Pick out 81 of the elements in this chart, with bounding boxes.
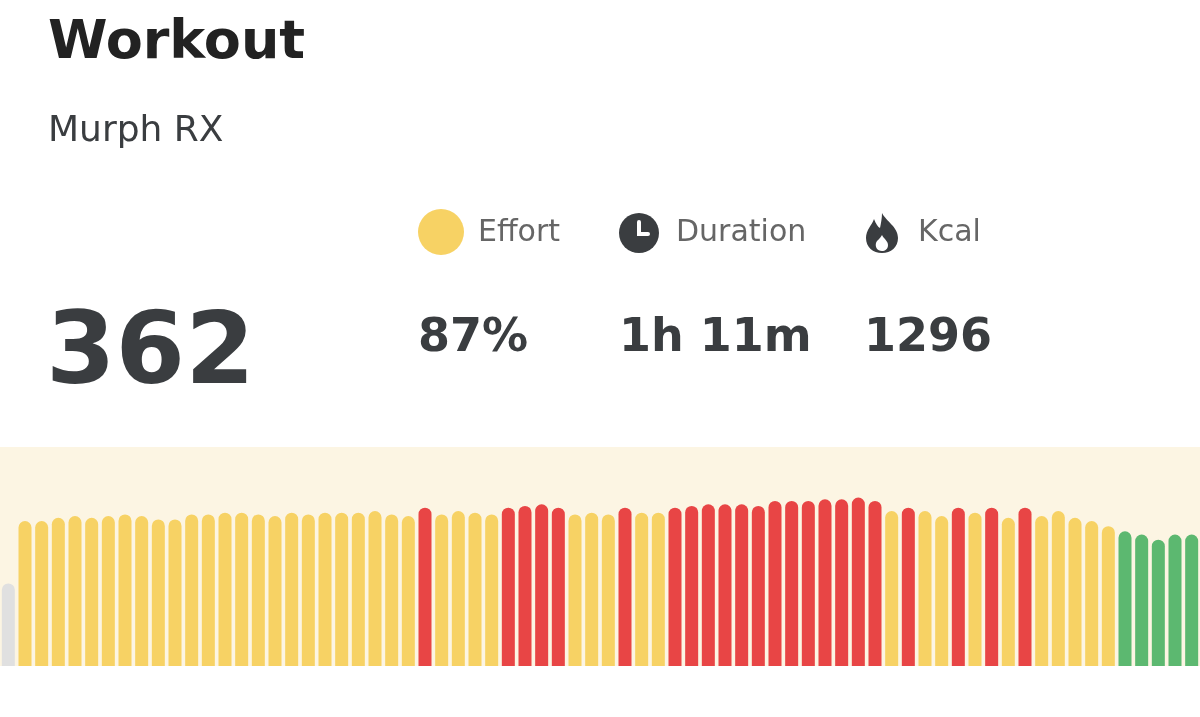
bar: [835, 499, 849, 666]
bar: [318, 512, 332, 666]
bar: [285, 512, 299, 666]
bar: [885, 511, 899, 666]
text: 1h 11m: [619, 308, 812, 362]
bar: [635, 512, 649, 666]
bar: [468, 512, 482, 666]
bar: [601, 514, 615, 666]
bar: [418, 507, 432, 666]
text: Duration: [676, 213, 807, 248]
bar: [335, 512, 349, 666]
text: 87%: [418, 308, 529, 362]
bar: [651, 512, 665, 666]
bar: [368, 511, 382, 666]
bar: [868, 500, 882, 666]
bar: [18, 521, 32, 666]
bar: [1068, 517, 1082, 666]
bar: [85, 517, 99, 666]
bar: [1151, 539, 1165, 666]
bar: [685, 505, 699, 666]
text: 362: [46, 290, 255, 407]
bar: [535, 504, 549, 666]
bar: [785, 500, 799, 666]
bar: [101, 516, 115, 666]
bar: [701, 504, 715, 666]
bar: [301, 514, 315, 666]
bar: [851, 497, 865, 666]
bar: [551, 507, 565, 666]
bar: [185, 514, 199, 666]
bar: [135, 516, 149, 666]
text: 1296: [864, 308, 993, 362]
bar: [1135, 534, 1149, 666]
bar: [218, 512, 232, 666]
bar: [735, 504, 749, 666]
bar: [485, 514, 499, 666]
bar: [518, 505, 532, 666]
bar: [951, 507, 965, 666]
text: Murph RX: [48, 108, 224, 149]
bar: [251, 514, 265, 666]
bar: [668, 507, 682, 666]
bar: [935, 516, 949, 666]
bar: [1185, 534, 1199, 666]
bar: [35, 521, 49, 666]
bar: [968, 512, 982, 666]
bar: [68, 516, 82, 666]
bar: [1051, 511, 1065, 666]
text: Workout: [48, 8, 306, 71]
bar: [1118, 531, 1132, 666]
bar: [751, 505, 765, 666]
bar: [1085, 521, 1099, 666]
bar: [51, 517, 65, 666]
bar: [618, 507, 632, 666]
bar: [568, 514, 582, 666]
text: Effort: [478, 213, 561, 248]
bar: [718, 504, 732, 666]
text: Kcal: [918, 213, 981, 248]
bar: [151, 519, 165, 666]
bar: [768, 500, 782, 666]
bar: [201, 514, 215, 666]
bar: [435, 514, 449, 666]
bar: [1101, 526, 1115, 666]
bar: [401, 516, 415, 666]
bar: [235, 512, 249, 666]
bar: [801, 500, 815, 666]
bar: [1035, 516, 1049, 666]
bar: [385, 514, 399, 666]
bar: [585, 512, 599, 666]
bar: [168, 519, 182, 666]
bar: [1018, 507, 1032, 666]
bar: [901, 507, 915, 666]
bar: [1001, 517, 1015, 666]
bar: [1168, 534, 1182, 666]
bar: [985, 507, 999, 666]
bar: [1, 583, 15, 666]
bar: [118, 514, 132, 666]
bar: [918, 511, 932, 666]
bar: [501, 507, 515, 666]
bar: [268, 516, 282, 666]
bar: [451, 511, 465, 666]
bar: [351, 512, 365, 666]
bar: [818, 499, 832, 666]
